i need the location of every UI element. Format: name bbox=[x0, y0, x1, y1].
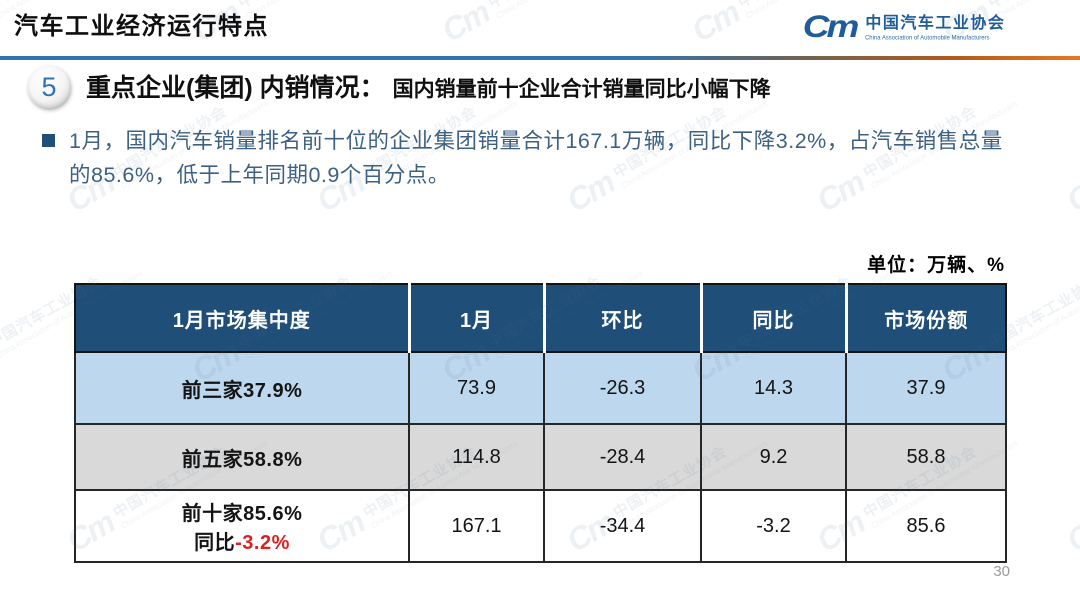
table-cell-value: 14.3 bbox=[700, 351, 847, 425]
table-cell-value: 37.9 bbox=[845, 351, 1007, 425]
yoy-prefix: 同比 bbox=[194, 532, 236, 554]
bullet-text-line: 1月，国内汽车销量排名前十位的企业集团销量合计167.1万辆，同比下降3.2%，… bbox=[69, 129, 1003, 153]
bullet-text: 1月，国内汽车销量排名前十位的企业集团销量合计167.1万辆，同比下降3.2%，… bbox=[69, 124, 1003, 192]
table-cell-value: -26.3 bbox=[543, 351, 702, 425]
logo-name-cn: 中国汽车工业协会 bbox=[865, 15, 1006, 32]
table-header-cell: 环比 bbox=[542, 284, 701, 353]
table-cell-value: 58.8 bbox=[845, 423, 1007, 491]
table-cell-value: 167.1 bbox=[408, 489, 545, 563]
table-cell-label-line1: 前十家85.6% bbox=[181, 503, 303, 525]
bullet-paragraph: 1月，国内汽车销量排名前十位的企业集团销量合计167.1万辆，同比下降3.2%，… bbox=[42, 124, 1052, 192]
caam-logo-icon: Cm bbox=[802, 9, 860, 44]
table-unit-label: 单位：万辆、% bbox=[867, 255, 1005, 276]
table-cell-value: -34.4 bbox=[543, 489, 702, 563]
watermark-text-en: China Association of Automobile Manufact… bbox=[494, 0, 644, 20]
yoy-value-red: -3.2% bbox=[235, 532, 290, 554]
bullet-text-line: 的85.6%，低于上年同期0.9个百分点。 bbox=[69, 163, 450, 187]
watermark-logo-icon: Cm bbox=[1060, 504, 1080, 559]
section-number-badge: 5 bbox=[28, 66, 70, 108]
table-cell-label: 前三家37.9% bbox=[74, 351, 410, 425]
table-cell-value: 114.8 bbox=[408, 423, 545, 491]
table-cell-label: 前五家58.8% bbox=[74, 423, 410, 491]
table-header-cell: 1月 bbox=[407, 284, 544, 353]
watermark-text-en: China Association of Automobile Manufact… bbox=[994, 268, 1080, 360]
bullet-square-icon bbox=[42, 134, 55, 147]
table-cell-label: 前十家85.6% 同比-3.2% bbox=[74, 489, 410, 563]
table-row: 前五家58.8% 114.8 -28.4 9.2 58.8 bbox=[74, 423, 1007, 491]
table-cell-value: -28.4 bbox=[543, 423, 702, 491]
table-cell-label-line2: 同比-3.2% bbox=[77, 526, 407, 555]
table-cell-value: 9.2 bbox=[700, 423, 847, 491]
header-divider-line bbox=[0, 56, 1080, 60]
table-header-cell: 1月市场集中度 bbox=[75, 284, 409, 353]
concentration-table: 1月市场集中度 1月 环比 同比 市场份额 前三家37.9% 73.9 -26.… bbox=[74, 283, 1007, 563]
caam-logo: Cm 中国汽车工业协会 China Association of Automob… bbox=[803, 8, 1054, 45]
page-number: 30 bbox=[993, 563, 1010, 580]
table-header-row: 1月市场集中度 1月 环比 同比 市场份额 bbox=[75, 284, 1006, 353]
watermark-text-cn: 中国汽车工业协会 bbox=[484, 0, 640, 12]
page-title: 汽车工业经济运行特点 bbox=[14, 13, 269, 40]
logo-name-en: China Association of Automobile Manufact… bbox=[865, 34, 990, 41]
section-heading-main: 重点企业(集团) 内销情况： bbox=[86, 74, 385, 102]
table-cell-value: 85.6 bbox=[845, 489, 1007, 563]
table-cell-value: 73.9 bbox=[408, 351, 545, 425]
watermark-logo-icon: Cm bbox=[1060, 164, 1080, 219]
table-header-cell: 同比 bbox=[699, 284, 846, 353]
table-row: 前三家37.9% 73.9 -26.3 14.3 37.9 bbox=[74, 351, 1007, 425]
table-header-cell: 市场份额 bbox=[844, 284, 1006, 353]
table-row: 前十家85.6% 同比-3.2% 167.1 -34.4 -3.2 85.6 bbox=[74, 489, 1007, 563]
section-heading-sub: 国内销量前十企业合计销量同比小幅下降 bbox=[392, 78, 771, 101]
table-cell-value: -3.2 bbox=[700, 489, 847, 563]
watermark-logo-icon: Cm bbox=[435, 0, 495, 49]
watermark-logo-icon: Cm bbox=[685, 0, 745, 49]
section-heading: 重点企业(集团) 内销情况： 国内销量前十企业合计销量同比小幅下降 bbox=[86, 68, 771, 104]
